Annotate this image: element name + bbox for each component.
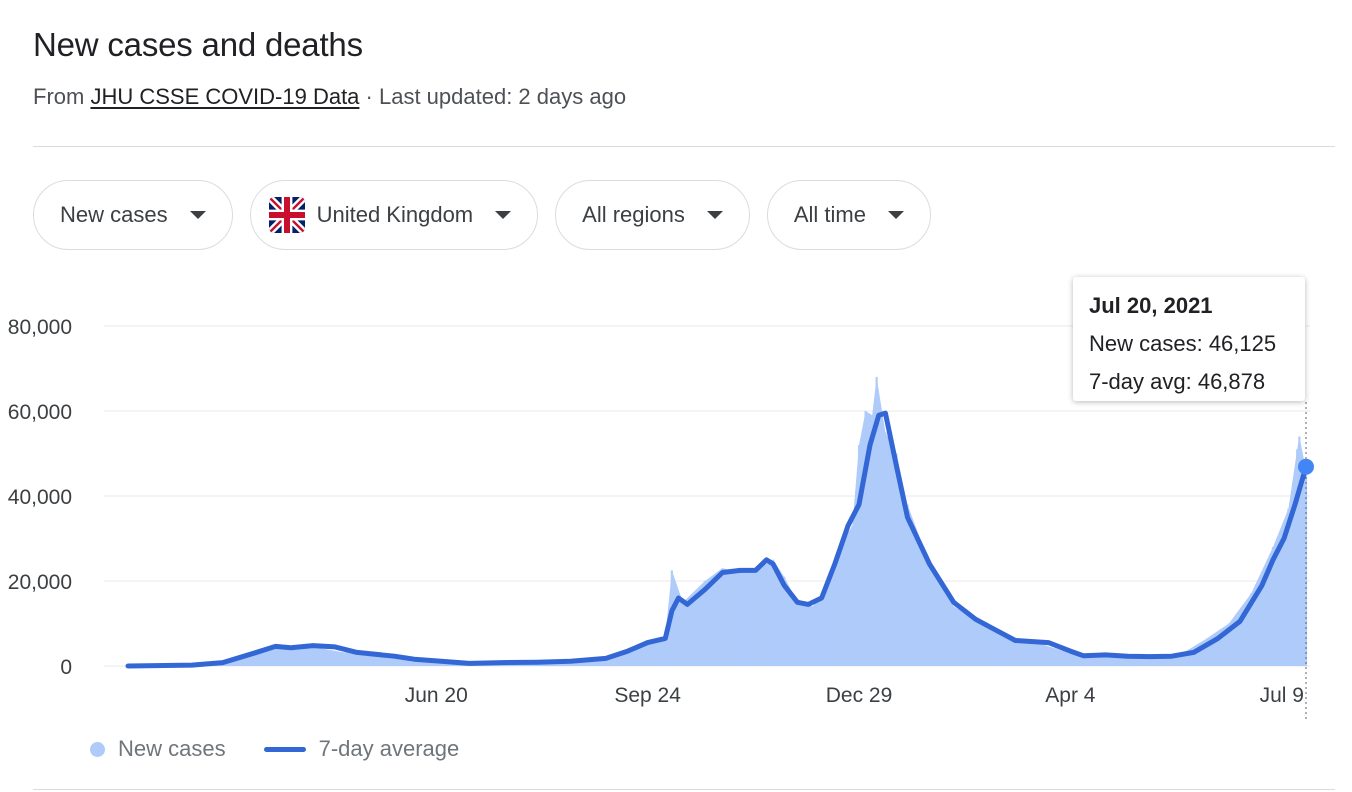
case-bar: [895, 453, 898, 666]
tooltip-date: Jul 20, 2021: [1089, 293, 1213, 318]
last-updated: · Last updated: 2 days ago: [359, 84, 627, 109]
case-bar: [626, 649, 629, 666]
case-bar: [1271, 547, 1275, 666]
legend-line-label: 7-day average: [318, 736, 460, 761]
card-title: New cases and deaths: [33, 26, 363, 63]
x-tick-label: Apr 4: [1045, 684, 1096, 707]
case-bar: [824, 587, 828, 666]
case-bar: [1298, 436, 1301, 666]
case-bar: [296, 646, 299, 666]
case-bar: [906, 504, 909, 666]
y-tick-label: 80,000: [8, 316, 72, 339]
source-line: From JHU CSSE COVID-19 Data · Last updat…: [33, 84, 626, 110]
case-bar: [875, 377, 878, 666]
case-bar: [838, 547, 841, 666]
case-bar: [435, 661, 438, 666]
case-bar: [772, 559, 775, 666]
chart-tooltip: Jul 20, 2021 New cases: 46,125 7-day avg…: [1073, 277, 1305, 401]
case-bar: [340, 651, 343, 666]
source-prefix: From: [33, 84, 91, 109]
case-bar: [794, 598, 797, 666]
y-tick-label: 60,000: [8, 401, 72, 424]
case-bar: [1014, 640, 1017, 666]
case-bar: [703, 581, 706, 666]
legend-bars-label: New cases: [118, 736, 226, 761]
case-bar: [783, 576, 786, 666]
region-dropdown-label: All regions: [582, 202, 685, 227]
y-tick-label: 20,000: [8, 571, 72, 594]
case-bar: [739, 572, 742, 666]
cases-chart[interactable]: 0 20,000 40,000 60,000 80,000 Jun 20 Sep 24 Dec…: [0, 270, 1352, 720]
country-dropdown-label: United Kingdom: [316, 202, 474, 227]
case-bar: [1159, 655, 1162, 666]
case-bar: [884, 432, 887, 666]
case-bar: [604, 657, 607, 666]
caret-down-icon: [887, 211, 904, 219]
case-bar: [1227, 623, 1231, 666]
case-bar: [1036, 642, 1039, 666]
caret-down-icon: [706, 211, 723, 219]
x-tick-label: Jun 20: [405, 684, 468, 707]
caret-down-icon: [189, 211, 206, 219]
case-bar: [1181, 653, 1184, 666]
time-range-dropdown-label: All time: [793, 202, 866, 227]
x-tick-label: Dec 29: [826, 684, 893, 707]
case-bar: [1093, 655, 1096, 666]
case-bar: [681, 602, 684, 666]
case-bar: [974, 619, 977, 666]
case-bar: [252, 653, 255, 666]
case-bar: [318, 648, 321, 666]
case-bar: [1249, 593, 1253, 666]
case-bar: [811, 606, 814, 666]
caret-down-icon: [495, 211, 512, 219]
y-tick-label: 0: [60, 656, 72, 679]
region-dropdown[interactable]: All regions: [555, 180, 750, 250]
case-bar: [646, 640, 649, 666]
hover-point-marker: [1298, 458, 1314, 475]
case-bar: [851, 525, 854, 666]
filter-bar: New cases United Kingdom All regions All…: [33, 180, 931, 250]
x-tick-label: Jul 9: [1260, 684, 1304, 707]
time-range-dropdown[interactable]: All time: [766, 180, 931, 250]
x-tick-label: Sep 24: [614, 684, 681, 707]
top-divider: [33, 146, 1335, 147]
new-cases-area: [128, 377, 1306, 666]
case-bar: [1137, 656, 1140, 666]
case-bar: [1115, 656, 1118, 666]
metric-dropdown[interactable]: New cases: [33, 180, 233, 250]
case-bar: [721, 568, 724, 666]
uk-flag-icon: [268, 197, 305, 233]
tooltip-new-cases: New cases: 46,125: [1089, 331, 1277, 356]
country-dropdown[interactable]: United Kingdom: [249, 180, 539, 250]
seven-day-average-line: [125, 410, 1309, 669]
case-bar: [274, 646, 277, 666]
case-bar: [402, 658, 405, 666]
case-bar: [864, 411, 867, 666]
case-bar: [928, 564, 931, 666]
case-bar: [1205, 638, 1209, 666]
case-bar: [857, 445, 861, 666]
case-bar: [1296, 449, 1299, 666]
metric-dropdown-label: New cases: [60, 202, 168, 227]
legend-bars-swatch: [90, 741, 105, 757]
bottom-divider: [33, 789, 1335, 790]
case-bar: [1287, 508, 1290, 666]
tooltip-7day-avg: 7-day avg: 46,878: [1089, 369, 1266, 394]
case-bar: [952, 606, 955, 666]
legend-line-swatch: [263, 746, 306, 752]
case-bar: [761, 566, 764, 666]
case-bar: [1069, 653, 1072, 666]
case-bar: [371, 654, 374, 666]
y-tick-label: 40,000: [8, 486, 72, 509]
source-link[interactable]: JHU CSSE COVID-19 Data: [90, 84, 360, 109]
case-bar: [664, 636, 667, 666]
case-bar: [871, 415, 874, 666]
case-bar: [994, 632, 997, 666]
chart-legend: New cases 7-day average: [90, 736, 459, 762]
